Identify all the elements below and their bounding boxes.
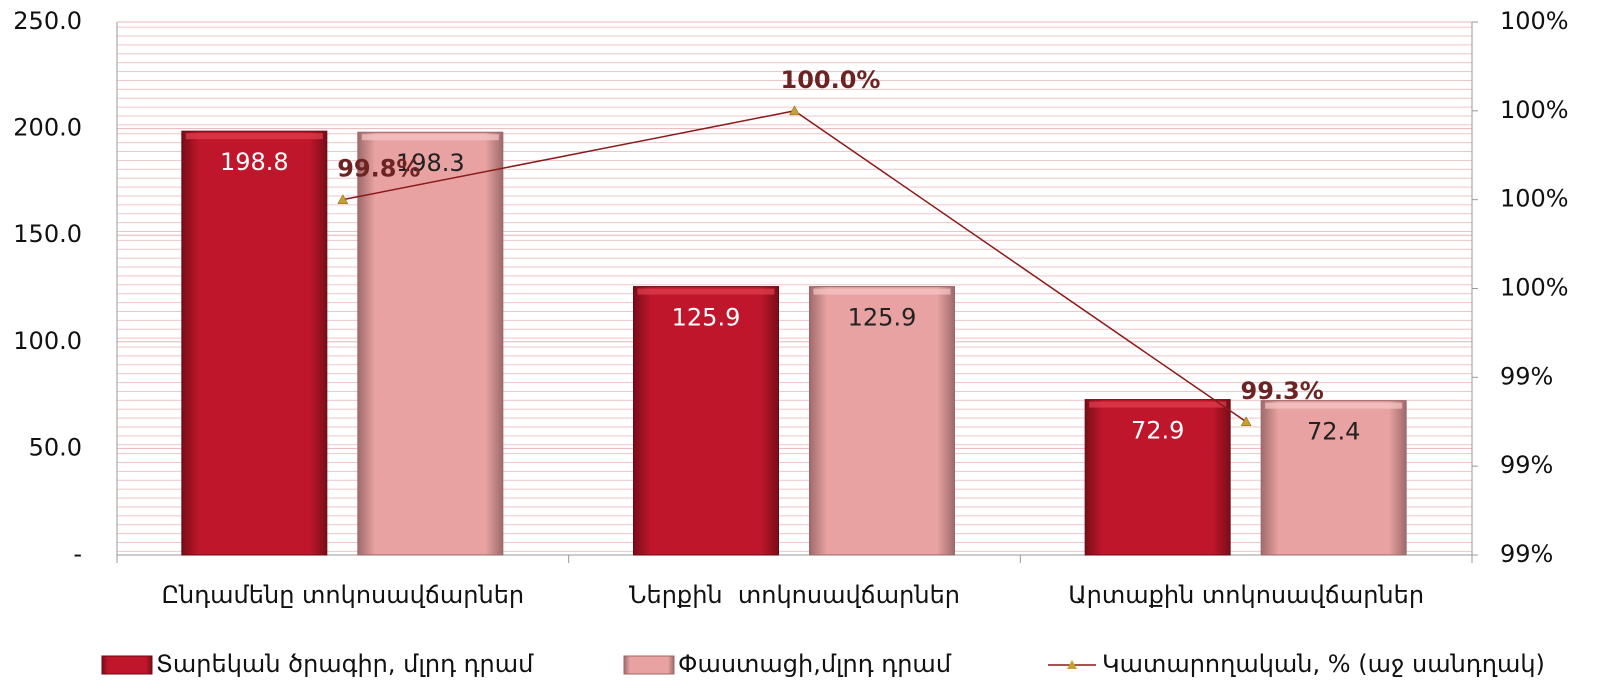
bar-top <box>637 288 775 295</box>
bar <box>1084 399 1231 556</box>
bar <box>181 130 328 556</box>
bar-value-label: 125.9 <box>848 304 917 332</box>
x-tick-label: Ներքին տոկոսավճարներ <box>629 581 960 609</box>
bar-value-label: 125.9 <box>672 304 741 332</box>
bar <box>357 131 504 556</box>
y2-tick-label: 99% <box>1500 362 1553 390</box>
y2-tick-label: 100% <box>1500 7 1569 35</box>
bar <box>1260 400 1407 556</box>
bar-top <box>1089 401 1227 408</box>
bar-value-label: 198.3 <box>396 149 465 177</box>
y-tick-label: 50.0 <box>29 433 82 461</box>
legend-label: Փաստացի,մլրդ դրամ <box>678 650 952 678</box>
line-marker <box>1240 416 1252 426</box>
y2-tick-label: 100% <box>1500 96 1569 124</box>
y-tick-label: - <box>73 540 82 568</box>
line-marker <box>337 194 349 204</box>
y-tick-label: 150.0 <box>13 220 82 248</box>
line-value-label: 99.8% <box>337 155 420 183</box>
y-tick-label: 250.0 <box>13 7 82 35</box>
x-tick-label: Ընդամենը տոկոսավճարներ <box>161 581 524 609</box>
legend-swatch <box>101 655 153 675</box>
bar <box>633 286 779 556</box>
y2-tick-label: 100% <box>1500 274 1569 302</box>
line-value-label: 100.0% <box>781 66 881 94</box>
line-value-label: 99.3% <box>1241 377 1324 405</box>
legend-swatch <box>623 655 675 675</box>
legend-label: Կատարողական, % (աջ սանդղակ) <box>1102 650 1545 678</box>
bar-top <box>1265 402 1403 409</box>
y2-tick-label: 99% <box>1500 540 1553 568</box>
bar-top <box>813 288 951 295</box>
y2-tick-label: 99% <box>1500 451 1553 479</box>
y-tick-label: 100.0 <box>13 327 82 355</box>
bar <box>809 286 955 556</box>
y-tick-label: 200.0 <box>13 114 82 142</box>
bar-top <box>185 133 323 140</box>
bar-value-label: 198.8 <box>220 148 289 176</box>
legend-label: Տարեկան ծրագիր, մլրդ դրամ <box>156 650 534 678</box>
bar-top <box>361 134 499 141</box>
bar-value-label: 72.4 <box>1307 418 1360 446</box>
legend-marker <box>1067 660 1077 669</box>
bar-value-label: 72.9 <box>1131 417 1184 445</box>
y2-tick-label: 100% <box>1500 185 1569 213</box>
x-tick-label: Արտաքին տոկոսավճարներ <box>1068 581 1424 609</box>
line-marker <box>789 105 800 116</box>
